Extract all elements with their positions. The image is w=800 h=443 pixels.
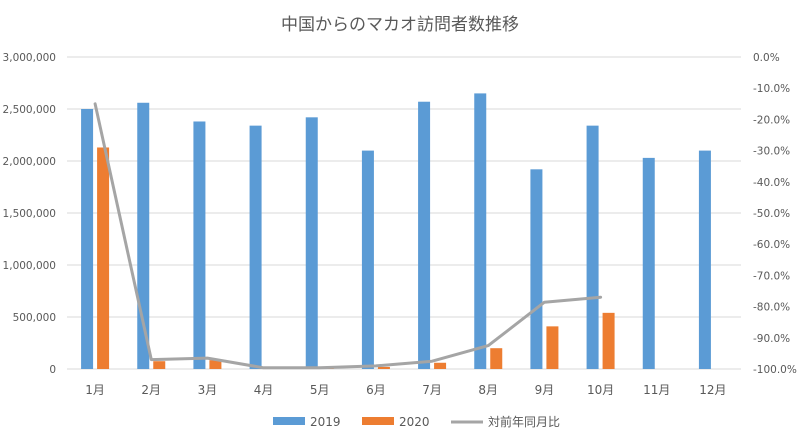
bar-2019 (81, 109, 94, 369)
bar-2019 (249, 125, 262, 369)
y-right-tick-label: -70.0% (753, 270, 790, 282)
x-tick-label: 8月 (478, 383, 498, 397)
bar-2020 (97, 147, 110, 369)
x-tick-label: 1月 (85, 383, 105, 397)
x-tick-label: 9月 (535, 383, 555, 397)
bar-2019 (474, 93, 487, 370)
y-left-tick-label: 2,000,000 (3, 156, 56, 168)
bar-2020 (377, 366, 390, 369)
y-right-tick-label: -10.0% (753, 83, 790, 95)
y-right-tick-label: -100.0% (753, 364, 797, 376)
bar-2019 (193, 121, 206, 369)
x-tick-label: 12月 (699, 383, 726, 397)
x-tick-label: 4月 (254, 383, 274, 397)
y-left-tick-label: 3,000,000 (3, 52, 56, 64)
x-tick-label: 2月 (141, 383, 161, 397)
bar-2020 (546, 326, 559, 369)
bar-2020 (602, 312, 615, 369)
x-tick-label: 11月 (643, 383, 670, 397)
y-right-tick-label: -40.0% (753, 177, 790, 189)
bar-2020 (434, 362, 447, 369)
bar-2019 (305, 117, 318, 369)
legend-swatch (273, 417, 305, 425)
x-tick-label: 7月 (422, 383, 442, 397)
line-series (93, 102, 603, 370)
legend-swatch (362, 417, 394, 425)
bar-2019 (642, 157, 655, 369)
legend-label: 2019 (310, 415, 341, 429)
x-tick-label: 10月 (587, 383, 614, 397)
legend: 2019 2020 対前年同月比 (273, 414, 560, 429)
legend-label: 2020 (399, 415, 430, 429)
legend-label: 対前年同月比 (488, 414, 560, 429)
y-right-tick-label: -60.0% (753, 239, 790, 251)
bar-2020 (209, 360, 222, 369)
bar-2020 (153, 361, 166, 369)
y-right-tick-label: -50.0% (753, 208, 790, 220)
y-right-tick-label: -20.0% (753, 114, 790, 126)
y-right-tick-label: -80.0% (753, 302, 790, 314)
bar-2019 (361, 150, 374, 369)
y-left-tick-label: 0 (49, 364, 56, 376)
y-left-tick-label: 1,000,000 (3, 260, 56, 272)
y-left-tick-label: 2,500,000 (3, 104, 56, 116)
bar-2020 (490, 348, 503, 369)
x-tick-label: 5月 (310, 383, 330, 397)
y-left-tick-label: 500,000 (13, 312, 56, 324)
y-left-tick-label: 1,500,000 (3, 208, 56, 220)
x-tick-label: 3月 (198, 383, 218, 397)
y-right-tick-label: -90.0% (753, 333, 790, 345)
y-right-tick-label: 0.0% (753, 52, 780, 64)
y-right-tick-label: -30.0% (753, 146, 790, 158)
bar-2019 (530, 169, 543, 369)
bar-2019 (698, 150, 711, 369)
bar-2019 (418, 101, 431, 369)
x-tick-label: 6月 (366, 383, 386, 397)
chart-title: 中国からのマカオ訪問者数推移 (281, 15, 519, 35)
bar-2019 (586, 125, 599, 369)
